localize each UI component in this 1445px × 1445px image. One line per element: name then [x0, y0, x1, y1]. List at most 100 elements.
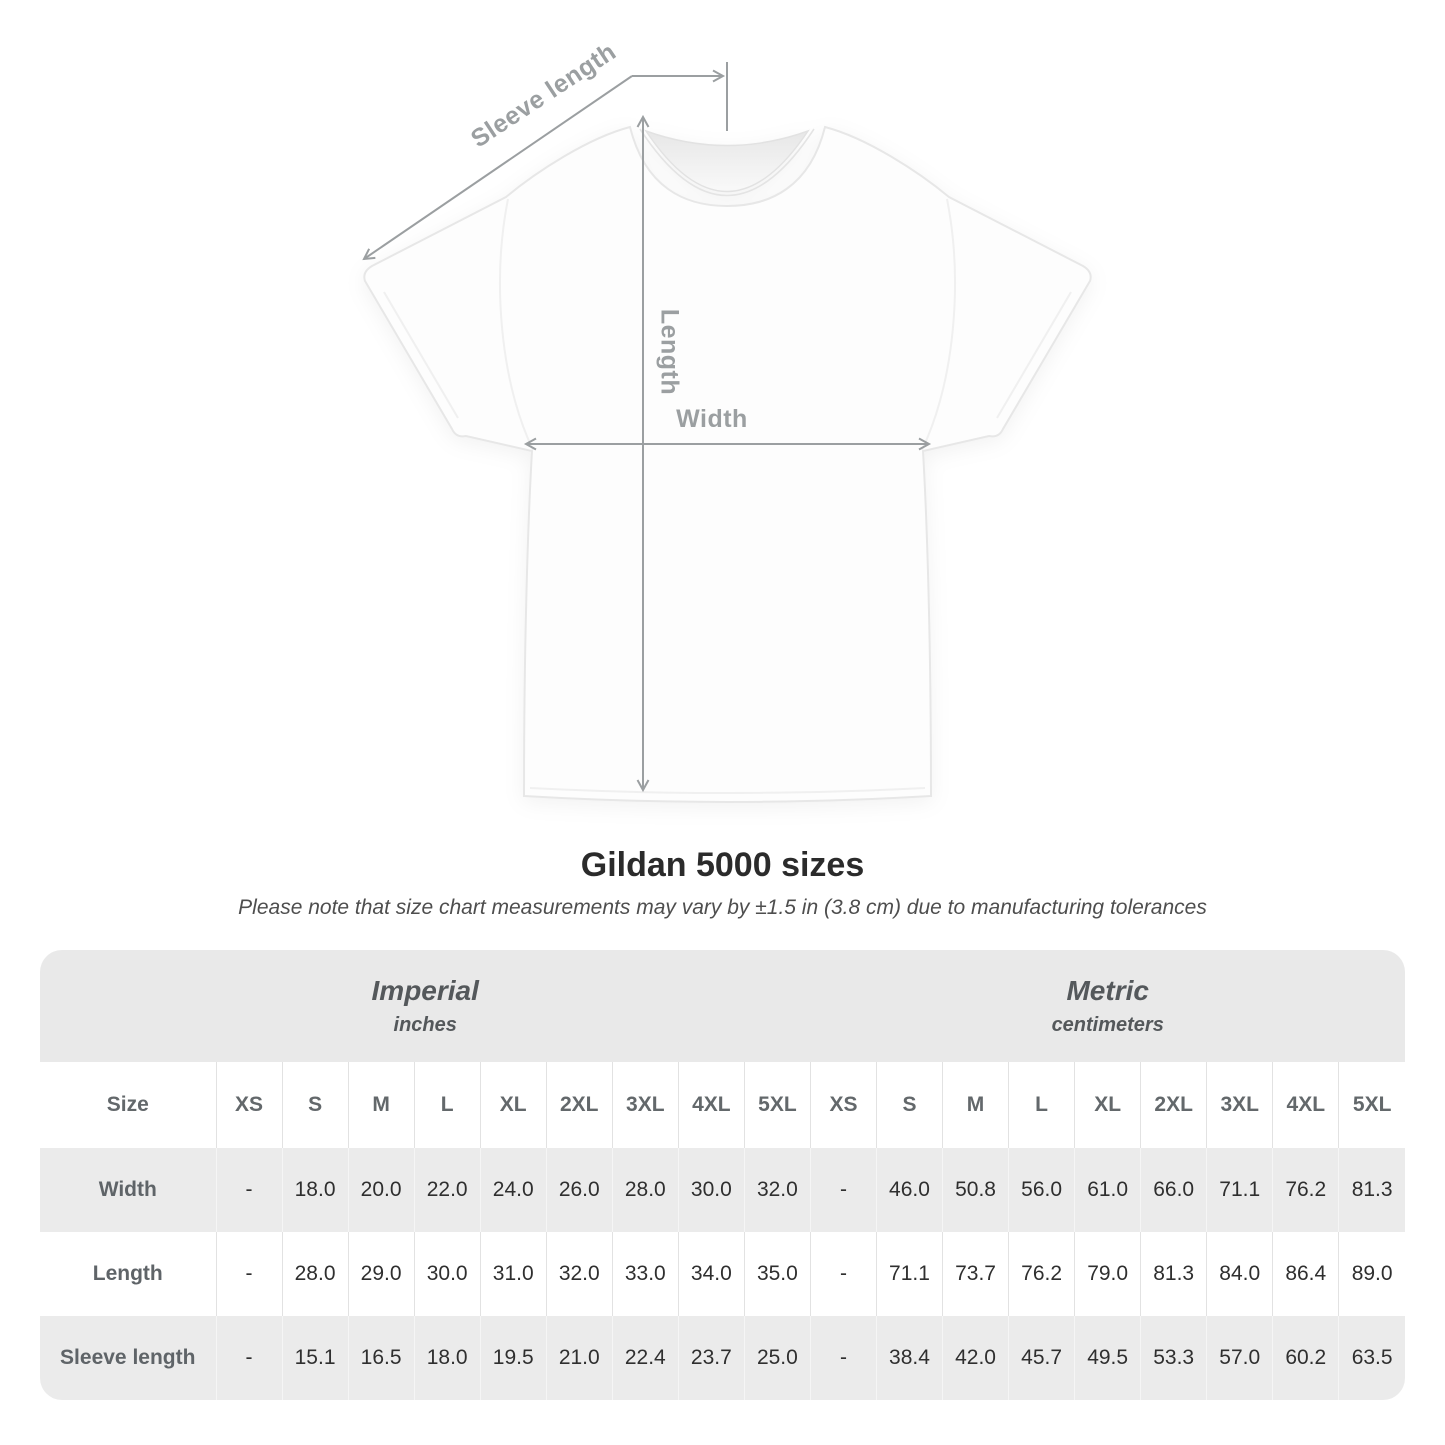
metric-label: Metric	[1066, 975, 1149, 1006]
size-header-imperial-xs: XS	[215, 1062, 283, 1148]
size-header-metric-l: L	[1008, 1062, 1075, 1148]
value-cell: 46.0	[875, 1148, 943, 1232]
hem-seam	[529, 787, 926, 794]
value-cell: 84.0	[1206, 1232, 1273, 1316]
size-header-imperial-4xl: 4XL	[677, 1062, 745, 1148]
size-header-imperial-s: S	[281, 1062, 349, 1148]
collar-stitch	[639, 128, 815, 197]
value-cell: 86.4	[1272, 1232, 1339, 1316]
value-cell: 28.0	[611, 1148, 679, 1232]
size-header-metric-s: S	[875, 1062, 943, 1148]
value-cell: -	[215, 1148, 283, 1232]
value-cell: 35.0	[743, 1232, 811, 1316]
right-armhole-seam	[921, 198, 956, 451]
value-cell: 29.0	[347, 1232, 415, 1316]
width-arrow: Width	[523, 405, 932, 451]
metric-unit: centimeters	[1051, 1014, 1164, 1036]
value-cell: 30.0	[677, 1148, 745, 1232]
imperial-unit: inches	[393, 1014, 457, 1036]
value-cell: 16.5	[347, 1316, 415, 1400]
value-cell: 38.4	[875, 1316, 943, 1400]
value-cell: 24.0	[479, 1148, 547, 1232]
size-header-row: Size XS S M L XL 2XL 3XL 4XL 5XL XS S M L XL 2XL 3XL 4XL…	[40, 1062, 1405, 1148]
tshirt-graphic	[363, 125, 1092, 803]
value-cell: -	[809, 1232, 877, 1316]
size-header-imperial-m: M	[347, 1062, 415, 1148]
value-cell: 73.7	[942, 1232, 1009, 1316]
value-cell: 53.3	[1140, 1316, 1207, 1400]
value-cell: 18.0	[281, 1148, 349, 1232]
value-cell: 33.0	[611, 1232, 679, 1316]
size-header-metric-4xl: 4XL	[1272, 1062, 1339, 1148]
value-cell: 50.8	[942, 1148, 1009, 1232]
value-cell: -	[215, 1232, 283, 1316]
size-header-imperial-5xl: 5XL	[743, 1062, 811, 1148]
measurement-row-sleeve-length: Sleeve length -15.1 16.5 18.0 19.5 21.0 22.4 23…	[40, 1316, 1405, 1400]
value-cell: 23.7	[677, 1316, 745, 1400]
value-cell: 25.0	[743, 1316, 811, 1400]
value-cell: 76.2	[1272, 1148, 1339, 1232]
width-label: Width	[676, 405, 748, 433]
tolerance-note: Please note that size chart measurements…	[238, 896, 1207, 919]
imperial-header: Imperial inches	[40, 950, 811, 1062]
value-cell: 30.0	[413, 1232, 481, 1316]
tshirt-body	[363, 125, 1092, 803]
value-cell: 22.4	[611, 1316, 679, 1400]
row-label: Width	[98, 1178, 157, 1201]
value-cell: 42.0	[942, 1316, 1009, 1400]
value-cell: 18.0	[413, 1316, 481, 1400]
size-header-imperial-l: L	[413, 1062, 481, 1148]
size-header-metric-m: M	[942, 1062, 1009, 1148]
size-table-grid: Imperial inches Metric centimeters Size …	[40, 950, 1405, 1400]
value-cell: 79.0	[1074, 1232, 1141, 1316]
value-cell: 20.0	[347, 1148, 415, 1232]
value-cell: 45.7	[1008, 1316, 1075, 1400]
value-cell: -	[809, 1316, 877, 1400]
length-label: Length	[655, 309, 683, 395]
value-cell: 57.0	[1206, 1316, 1273, 1400]
size-header-imperial-xl: XL	[479, 1062, 547, 1148]
value-cell: -	[215, 1316, 283, 1400]
measurement-row-width: Width -18.0 20.0 22.0 24.0 26.0 28.0 30.0 32.0-4…	[40, 1148, 1405, 1232]
row-label: Sleeve length	[60, 1346, 196, 1369]
value-cell: 61.0	[1074, 1148, 1141, 1232]
value-cell: 71.1	[875, 1232, 943, 1316]
value-cell: 22.0	[413, 1148, 481, 1232]
tshirt-neck-opening	[644, 129, 810, 193]
value-cell: -	[809, 1148, 877, 1232]
size-column-header: Size	[40, 1062, 216, 1148]
left-cuff-seam	[383, 291, 459, 419]
value-cell: 76.2	[1008, 1232, 1075, 1316]
value-cell: 15.1	[281, 1316, 349, 1400]
left-armhole-seam	[499, 198, 534, 451]
value-cell: 32.0	[743, 1148, 811, 1232]
unit-header-row: Imperial inches Metric centimeters	[40, 950, 1405, 1062]
value-cell: 26.0	[545, 1148, 613, 1232]
row-label: Length	[92, 1262, 163, 1285]
value-cell: 81.3	[1338, 1148, 1405, 1232]
value-cell: 34.0	[677, 1232, 745, 1316]
value-cell: 21.0	[545, 1316, 613, 1400]
value-cell: 19.5	[479, 1316, 547, 1400]
tshirt-size-diagram: Length Width Sleeve length	[362, 37, 1092, 803]
right-cuff-seam	[996, 291, 1072, 419]
size-header-imperial-3xl: 3XL	[611, 1062, 679, 1148]
value-cell: 63.5	[1338, 1316, 1405, 1400]
value-cell: 31.0	[479, 1232, 547, 1316]
size-header-metric-3xl: 3XL	[1206, 1062, 1273, 1148]
size-header-metric-5xl: 5XL	[1338, 1062, 1405, 1148]
value-cell: 81.3	[1140, 1232, 1207, 1316]
value-cell: 32.0	[545, 1232, 613, 1316]
value-cell: 28.0	[281, 1232, 349, 1316]
size-header-metric-xs: XS	[809, 1062, 877, 1148]
value-cell: 49.5	[1074, 1316, 1141, 1400]
value-cell: 56.0	[1008, 1148, 1075, 1232]
value-cell: 60.2	[1272, 1316, 1339, 1400]
length-arrow: Length	[636, 114, 683, 793]
size-header-metric-xl: XL	[1074, 1062, 1141, 1148]
heading-block: Gildan 5000 sizes Please note that size …	[0, 846, 1445, 920]
measurement-row-length: Length -28.0 29.0 30.0 31.0 32.0 33.0 34.0 35.0-…	[40, 1232, 1405, 1316]
page-title: Gildan 5000 sizes	[580, 846, 865, 884]
value-cell: 89.0	[1338, 1232, 1405, 1316]
imperial-label: Imperial	[371, 975, 479, 1006]
